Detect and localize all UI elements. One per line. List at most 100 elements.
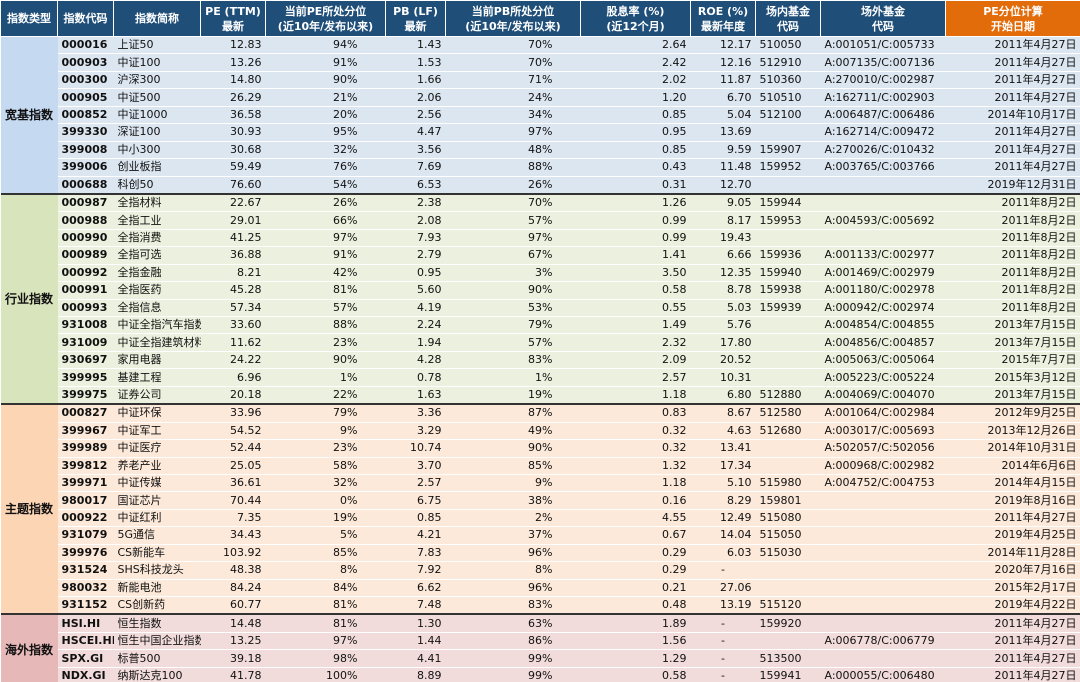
index-name: 家用电器 [113,351,201,370]
index-code: 399006 [57,158,114,177]
otc-fund-code: A:270010/C:002987 [820,71,946,90]
start-date: 2011年4月27日 [945,71,1080,90]
etf-code: 515980 [755,474,821,493]
pe-percentile: 1% [265,368,386,387]
etf-code [755,579,821,598]
pb: 2.79 [385,246,446,265]
header-text: 最新年度 [701,19,745,33]
table-row: 931152 CS创新药 60.77 81% 7.48 83% 0.48 13.19 51512… [1,596,1080,616]
table-row: 399975 证券公司 20.18 22% 1.63 19% 1.18 6.80 512880 A… [1,386,1080,406]
pe: 13.26 [200,53,266,72]
pb: 2.56 [385,106,446,125]
start-date: 2011年8月2日 [945,264,1080,283]
header-text: PE分位计算 [983,4,1043,18]
header-text: 开始日期 [991,19,1035,33]
pb-percentile: 96% [445,544,581,563]
dividend-yield: 1.18 [580,474,691,493]
etf-code: 513500 [755,649,821,668]
dividend-yield: 0.99 [580,229,691,248]
pe-percentile: 85% [265,544,386,563]
pb: 7.48 [385,596,446,616]
pb: 1.53 [385,53,446,72]
otc-fund-code [820,579,946,598]
header-cell: 场内基金 代码 [755,0,821,37]
start-date: 2013年7月15日 [945,316,1080,335]
index-name: 上证50 [113,36,201,55]
index-name: 中证环保 [113,404,201,423]
pb-percentile: 37% [445,526,581,545]
index-code: 000992 [57,264,114,283]
index-name: 养老产业 [113,457,201,475]
header-text: (近10年/发布以来) [465,19,561,33]
index-name: 深证100 [113,123,201,142]
etf-code [755,229,821,248]
dividend-yield: 1.89 [580,614,691,633]
pe-percentile: 91% [265,53,386,72]
roe: 17.80 [690,333,756,352]
otc-fund-code: A:004069/C:004070 [820,386,946,406]
pb: 0.85 [385,509,446,528]
pb: 4.19 [385,299,446,318]
pe: 41.25 [200,229,266,248]
dividend-yield: 2.42 [580,53,691,72]
pb-percentile: 97% [445,123,581,142]
dividend-yield: 1.29 [580,649,691,668]
pe: 8.21 [200,264,266,283]
index-code: NDX.GI [57,667,114,682]
index-name: 基建工程 [113,368,201,387]
roe: 9.05 [690,193,756,213]
pb: 0.78 [385,368,446,387]
table-row: 000992 全指金融 8.21 42% 0.95 3% 3.50 12.35 159940 A:… [1,264,1080,283]
pe-percentile: 66% [265,211,386,230]
pe-percentile: 81% [265,614,386,633]
index-code: 980032 [57,579,114,598]
roe: 20.52 [690,351,756,370]
start-date: 2011年8月2日 [945,281,1080,300]
pe-percentile: 94% [265,36,386,55]
header-cell: PB (LF) 最新 [385,0,446,37]
pe-percentile: 42% [265,264,386,283]
pb-percentile: 53% [445,299,581,318]
index-code: 000903 [57,53,114,72]
dividend-yield: 1.56 [580,632,691,651]
roe: 8.67 [690,404,756,423]
header-cell: ROE (%) 最新年度 [690,0,756,37]
table-row: 000991 全指医药 45.28 81% 5.60 90% 0.58 8.78 159938 A… [1,281,1080,300]
pb-percentile: 70% [445,53,581,72]
otc-fund-code [820,193,946,213]
otc-fund-code: A:005063/C:005064 [820,351,946,370]
index-name: 中证全指汽车指数 [113,316,201,335]
index-name: SHS科技龙头 [113,561,201,580]
pb-percentile: 86% [445,632,581,651]
pb-percentile: 2% [445,509,581,528]
index-code: 399971 [57,474,114,493]
etf-code: 510050 [755,36,821,55]
table-row: HSCEI.HI 恒生中国企业指数 13.25 97% 1.44 86% 1.56- A:00… [1,632,1080,651]
pe-percentile: 26% [265,193,386,213]
roe: - [690,614,756,633]
index-type: 宽基指数 [0,36,58,195]
etf-code: 159940 [755,264,821,283]
pb: 6.75 [385,491,446,510]
index-name: 恒生指数 [113,614,201,633]
start-date: 2014年6月6日 [945,457,1080,475]
index-name: 全指金融 [113,264,201,283]
pb: 6.62 [385,579,446,598]
pe: 13.25 [200,632,266,651]
index-name: 全指材料 [113,193,201,213]
index-code: 930697 [57,351,114,370]
index-name: 中证传媒 [113,474,201,493]
start-date: 2014年4月15日 [945,474,1080,493]
header-cell: 股息率 (%) (近12个月) [580,0,691,37]
index-code: 000827 [57,404,114,423]
header-text: 代码 [777,19,799,33]
table-row: 000903 中证100 13.26 91% 1.53 70% 2.42 12.16 51291… [1,53,1080,72]
dividend-yield: 0.43 [580,158,691,177]
table-row: 931008 中证全指汽车指数 33.60 88% 2.24 79% 1.49 5.76 A:0… [1,316,1080,335]
pb-percentile: 24% [445,88,581,107]
otc-fund-code: A:270026/C:010432 [820,141,946,160]
header-text: ROE (%) [697,4,749,18]
roe: 6.80 [690,386,756,406]
pb-percentile: 19% [445,386,581,406]
pb-percentile: 99% [445,649,581,668]
